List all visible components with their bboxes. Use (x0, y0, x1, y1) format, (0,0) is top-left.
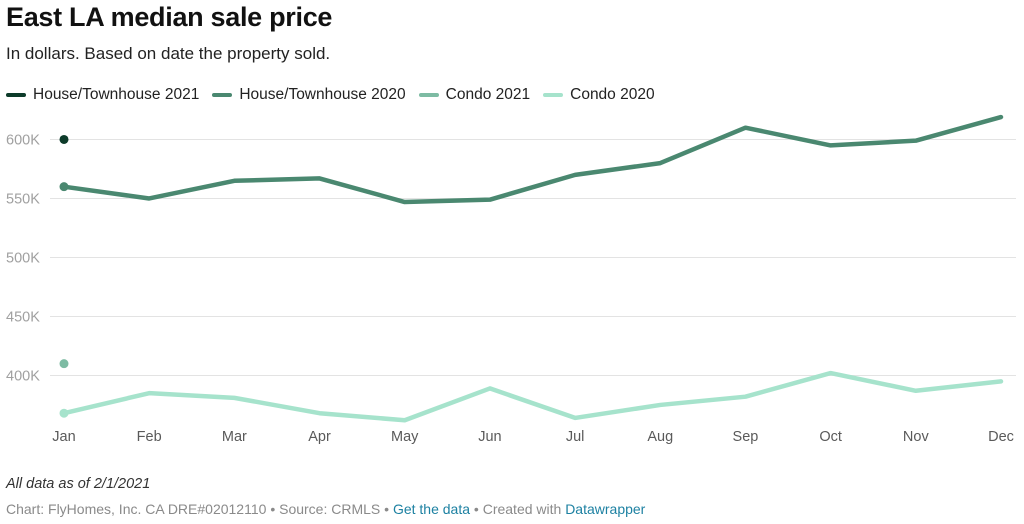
y-tick-label: 550K (6, 191, 40, 207)
legend-swatch (212, 93, 233, 97)
legend-swatch (543, 93, 564, 97)
x-tick-label: Jan (52, 429, 75, 445)
get-the-data-link[interactable]: Get the data (392, 501, 471, 517)
footer: Chart: FlyHomes, Inc. CA DRE#02012110 • … (6, 501, 645, 517)
data-point-condo-2021 (59, 359, 69, 369)
x-tick-label: Oct (819, 429, 842, 445)
y-tick-label: 450K (6, 309, 40, 325)
x-tick-label: Sep (733, 429, 759, 445)
line-chart: 400K 450K 500K 550K 600K Jan Feb Mar Apr May Jun Ju… (6, 114, 1016, 445)
legend-item-condo-2021: Condo 2021 (418, 86, 531, 104)
legend-item-condo-2020: Condo 2020 (543, 86, 655, 104)
chart-credit: Chart: FlyHomes, Inc. CA DRE#02012110 (6, 501, 267, 517)
x-tick-label: Apr (308, 429, 331, 445)
x-tick-label: Mar (222, 429, 247, 445)
y-tick-label: 500K (6, 250, 40, 266)
x-tick-label: Nov (903, 429, 930, 445)
legend-item-house-2021: House/Townhouse 2021 (6, 86, 199, 104)
footer-separator: • (270, 501, 276, 517)
created-with-text: Created with (482, 501, 562, 517)
legend: House/Townhouse 2021 House/Townhouse 202… (6, 86, 668, 104)
legend-swatch (418, 93, 439, 97)
x-tick-label: Aug (647, 429, 673, 445)
data-point-house-townhouse-2021 (59, 134, 69, 144)
footer-separator: • (473, 501, 479, 517)
legend-label: Condo 2020 (570, 86, 655, 103)
legend-swatch (6, 93, 26, 97)
legend-label: House/Townhouse 2021 (33, 86, 200, 103)
data-point-house-townhouse-2020 (59, 182, 69, 192)
series-line-condo-2020 (61, 370, 1004, 423)
legend-label: Condo 2021 (445, 86, 531, 103)
data-point-condo-2020 (59, 408, 69, 418)
footer-separator: • (384, 501, 390, 517)
x-tick-label: Jul (566, 429, 585, 445)
source-text: Source: CRMLS (279, 501, 381, 517)
chart-title: East LA median sale price (6, 2, 333, 32)
legend-label: House/Townhouse 2020 (239, 86, 406, 103)
x-tick-label: Dec (988, 429, 1014, 445)
x-tick-label: Jun (478, 429, 501, 445)
datawrapper-link[interactable]: Datawrapper (565, 501, 646, 517)
x-tick-label: Feb (137, 429, 162, 445)
series-line-house-townhouse-2020 (61, 114, 1004, 205)
chart-subtitle: In dollars. Based on date the property s… (6, 44, 331, 63)
y-tick-label: 600K (6, 132, 40, 148)
legend-item-house-2020: House/Townhouse 2020 (212, 86, 406, 104)
y-tick-label: 400K (6, 368, 40, 384)
data-note: All data as of 2/1/2021 (6, 476, 151, 492)
x-tick-label: May (391, 429, 419, 445)
